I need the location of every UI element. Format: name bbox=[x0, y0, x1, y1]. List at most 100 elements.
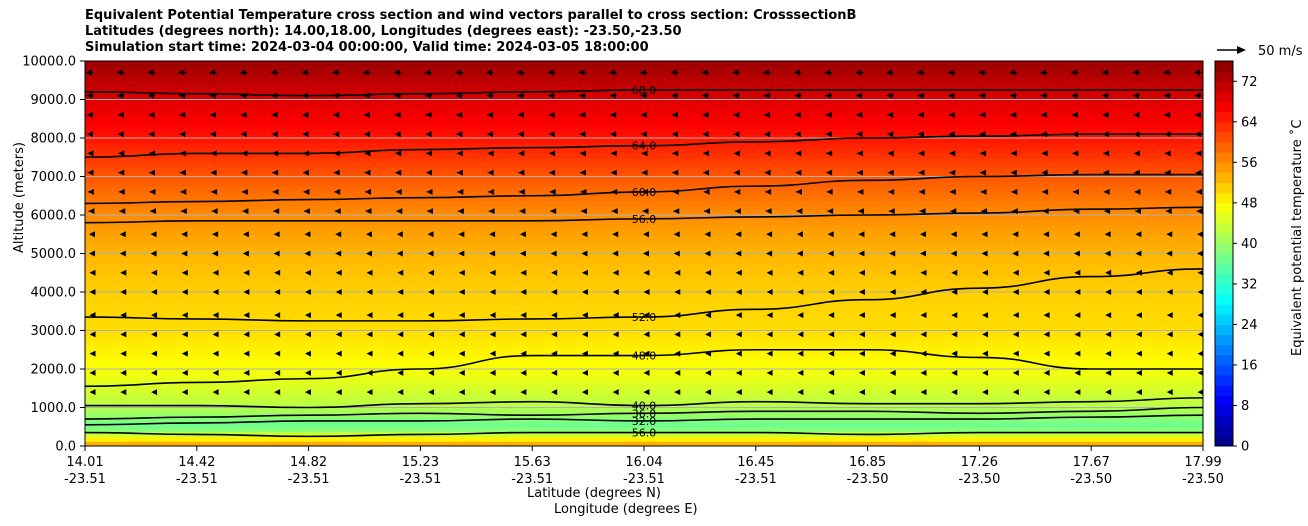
wind-vector-head bbox=[1135, 289, 1142, 295]
colorbar-swatch bbox=[1215, 182, 1233, 194]
wind-vector-head bbox=[272, 169, 279, 176]
wind-vector-head bbox=[210, 169, 217, 176]
wind-vector-head bbox=[88, 208, 95, 215]
wind-vector-head bbox=[365, 250, 372, 257]
wind-vector-head bbox=[1043, 289, 1050, 295]
wind-vector-head bbox=[333, 111, 340, 118]
theta-e-band bbox=[85, 162, 1203, 168]
wind-vector-head bbox=[119, 231, 126, 238]
x-tick-label-longitude: -23.51 bbox=[735, 472, 777, 487]
wind-vector-head bbox=[212, 331, 219, 338]
wind-vector-head bbox=[766, 250, 773, 257]
wind-vector-head bbox=[302, 150, 309, 157]
wind-vector-head bbox=[795, 188, 802, 195]
wind-vector-head bbox=[240, 131, 247, 138]
wind-vector-head bbox=[611, 208, 618, 215]
wind-vector-head bbox=[610, 169, 617, 176]
wind-vector-head bbox=[981, 250, 988, 257]
wind-vector-head bbox=[273, 231, 280, 238]
wind-vector-head bbox=[243, 289, 250, 295]
wind-vector-head bbox=[766, 231, 773, 238]
contour-label: 64.0 bbox=[632, 140, 657, 153]
theta-e-band bbox=[85, 253, 1203, 259]
wind-vector-head bbox=[549, 169, 556, 176]
colorbar-swatch bbox=[1215, 61, 1233, 72]
wind-vector-head bbox=[396, 250, 403, 257]
wind-vector-head bbox=[180, 208, 187, 215]
wind-vector-head bbox=[919, 208, 926, 215]
y-axis-ticks: 0.0 1000.0 2000.0 3000.0 4000.0 5000.0 6000.0 7… bbox=[22, 55, 85, 455]
wind-vector-head bbox=[735, 312, 742, 319]
colorbar-tick-label: 8 bbox=[1241, 399, 1249, 414]
wind-vector-head bbox=[151, 350, 158, 357]
wind-vector-head bbox=[1132, 92, 1139, 99]
theta-e-band bbox=[85, 258, 1203, 264]
wind-vector-head bbox=[425, 131, 432, 138]
wind-vector-head bbox=[1072, 188, 1079, 195]
wind-vector-head bbox=[886, 92, 893, 99]
wind-vector-head bbox=[581, 231, 588, 238]
theta-e-band bbox=[85, 224, 1203, 231]
wind-vector-head bbox=[797, 312, 804, 319]
wind-vector-head bbox=[211, 208, 218, 215]
wind-vector-head bbox=[86, 92, 93, 99]
wind-vector-head bbox=[1012, 389, 1019, 396]
wind-vector-head bbox=[1133, 131, 1140, 138]
wind-vector-head bbox=[458, 289, 465, 295]
wind-vector-head bbox=[456, 111, 463, 118]
theta-e-band bbox=[85, 234, 1203, 240]
theta-e-band bbox=[85, 369, 1203, 375]
wind-vector-head bbox=[517, 92, 524, 99]
wind-vector-head bbox=[243, 369, 250, 376]
theta-e-band bbox=[85, 171, 1203, 178]
wind-vector-head bbox=[1073, 208, 1080, 215]
wind-vector-head bbox=[947, 69, 954, 76]
wind-vector-head bbox=[519, 231, 526, 238]
y-tick-label: 4000.0 bbox=[31, 286, 77, 301]
theta-e-band bbox=[85, 152, 1203, 158]
wind-vector-head bbox=[1166, 250, 1173, 257]
theta-e-band bbox=[85, 311, 1203, 317]
wind-vector-head bbox=[732, 92, 739, 99]
wind-vector-head bbox=[551, 389, 558, 396]
wind-vector-head bbox=[181, 312, 188, 319]
wind-vector-head bbox=[211, 188, 218, 195]
wind-vector-head bbox=[797, 389, 804, 396]
theta-e-band bbox=[85, 138, 1203, 144]
colorbar-swatch bbox=[1215, 162, 1233, 173]
theta-e-band bbox=[85, 421, 1203, 428]
y-tick-label: 6000.0 bbox=[31, 209, 77, 224]
wind-vector-head bbox=[181, 269, 188, 276]
wind-vector-head bbox=[520, 389, 527, 396]
wind-vector-head bbox=[240, 111, 247, 118]
wind-vector-head bbox=[550, 250, 557, 257]
wind-vector-head bbox=[397, 312, 404, 319]
wind-vector-head bbox=[458, 389, 465, 396]
wind-vector-head bbox=[549, 150, 556, 157]
theta-e-band bbox=[85, 61, 1203, 67]
y-tick-label: 8000.0 bbox=[31, 132, 77, 147]
contour-line bbox=[85, 133, 1203, 159]
colorbar-swatch bbox=[1215, 263, 1233, 275]
wind-vector-head bbox=[364, 150, 371, 157]
wind-vector-head bbox=[550, 208, 557, 215]
wind-vector-head bbox=[612, 269, 619, 276]
wind-vector-head bbox=[703, 169, 710, 176]
wind-vector-head bbox=[426, 169, 433, 176]
wind-vector-head bbox=[889, 331, 896, 338]
wind-vector-head bbox=[1103, 150, 1110, 157]
wind-vector-head bbox=[209, 69, 216, 76]
x-tick-label-longitude: -23.51 bbox=[64, 472, 106, 487]
wind-vector-head bbox=[1164, 111, 1171, 118]
wind-vector-head bbox=[547, 69, 554, 76]
contour-line bbox=[85, 397, 1203, 409]
wind-vector-head bbox=[304, 269, 311, 276]
colorbar-tick-label: 16 bbox=[1241, 358, 1258, 373]
contour-line bbox=[85, 414, 1203, 426]
wind-vector-head bbox=[704, 250, 711, 257]
wind-vector-head bbox=[302, 131, 309, 138]
x-tick-label-latitude: 14.42 bbox=[178, 455, 215, 470]
theta-e-band bbox=[85, 306, 1203, 312]
wind-vector-head bbox=[795, 169, 802, 176]
wind-vector-head bbox=[303, 188, 310, 195]
